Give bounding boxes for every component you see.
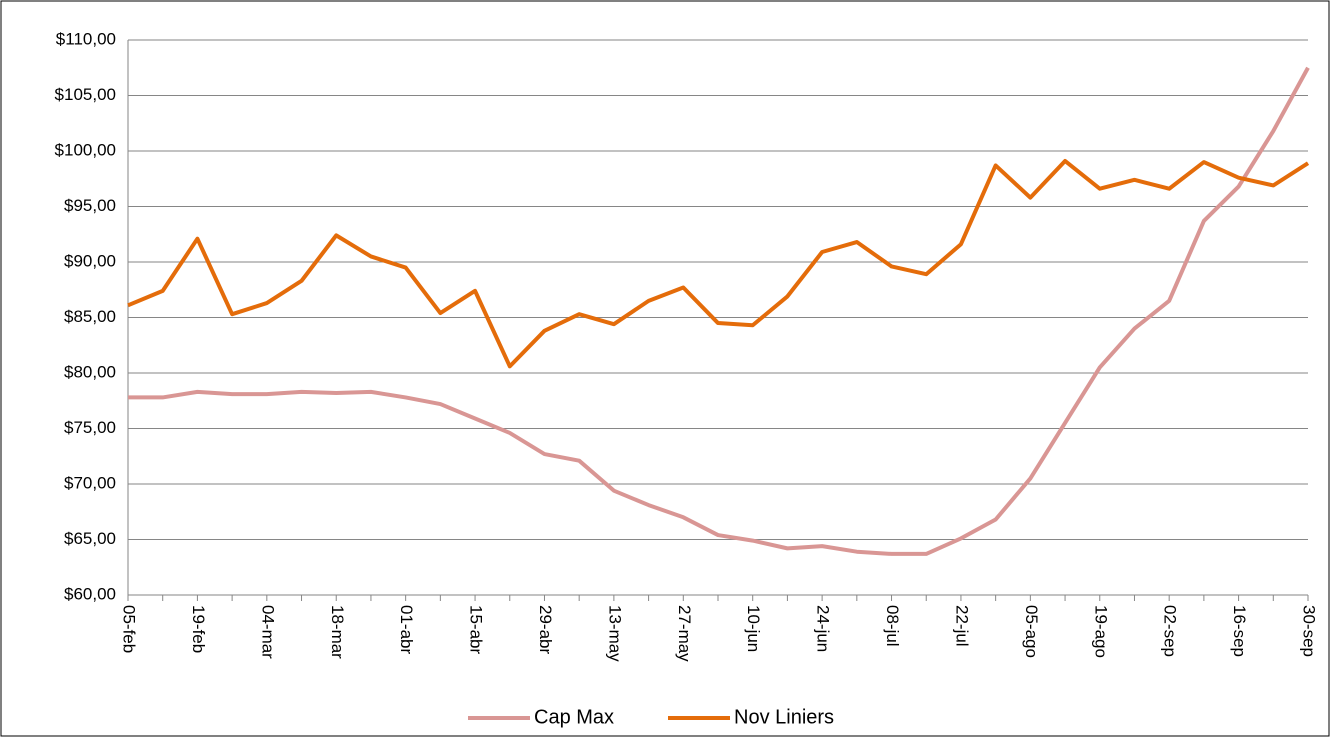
series-line <box>128 66 1310 556</box>
x-tick-label: 24-jun <box>814 605 833 652</box>
y-tick-label: $90,00 <box>64 251 116 270</box>
x-tick-label: 13-may <box>605 605 624 662</box>
x-tick-label: 18-mar <box>328 605 347 659</box>
x-tick-label: 19-feb <box>189 605 208 653</box>
x-tick-label: 01-abr <box>397 605 416 654</box>
y-tick-label: $110,00 <box>56 29 116 48</box>
y-tick-label: $60,00 <box>64 584 116 603</box>
series-line <box>127 158 1310 369</box>
y-tick-label: $65,00 <box>64 529 116 548</box>
x-tick-label: 22-jul <box>952 605 971 647</box>
x-tick-label: 15-abr <box>467 605 486 654</box>
y-tick-label: $95,00 <box>64 196 116 215</box>
x-tick-label: 04-mar <box>258 605 277 659</box>
x-tick-label: 02-sep <box>1161 605 1180 657</box>
x-tick-label: 10-jun <box>744 605 763 652</box>
x-tick-label: 08-jul <box>883 605 902 647</box>
y-tick-label: $100,00 <box>55 140 116 159</box>
x-tick-label: 27-may <box>675 605 694 662</box>
y-tick-label: $85,00 <box>64 307 116 326</box>
legend-label: Nov Liniers <box>734 706 834 728</box>
y-tick-label: $70,00 <box>64 473 116 492</box>
x-tick-label: 16-sep <box>1230 605 1249 657</box>
x-tick-label: 30-sep <box>1300 605 1319 657</box>
y-tick-label: $105,00 <box>55 85 116 104</box>
legend-label: Cap Max <box>534 706 614 728</box>
y-tick-label: $80,00 <box>64 362 116 381</box>
x-tick-label: 05-ago <box>1022 605 1041 658</box>
x-tick-label: 29-abr <box>536 605 555 654</box>
x-tick-label: 05-feb <box>120 605 139 653</box>
x-tick-label: 19-ago <box>1091 605 1110 658</box>
y-tick-label: $75,00 <box>64 418 116 437</box>
